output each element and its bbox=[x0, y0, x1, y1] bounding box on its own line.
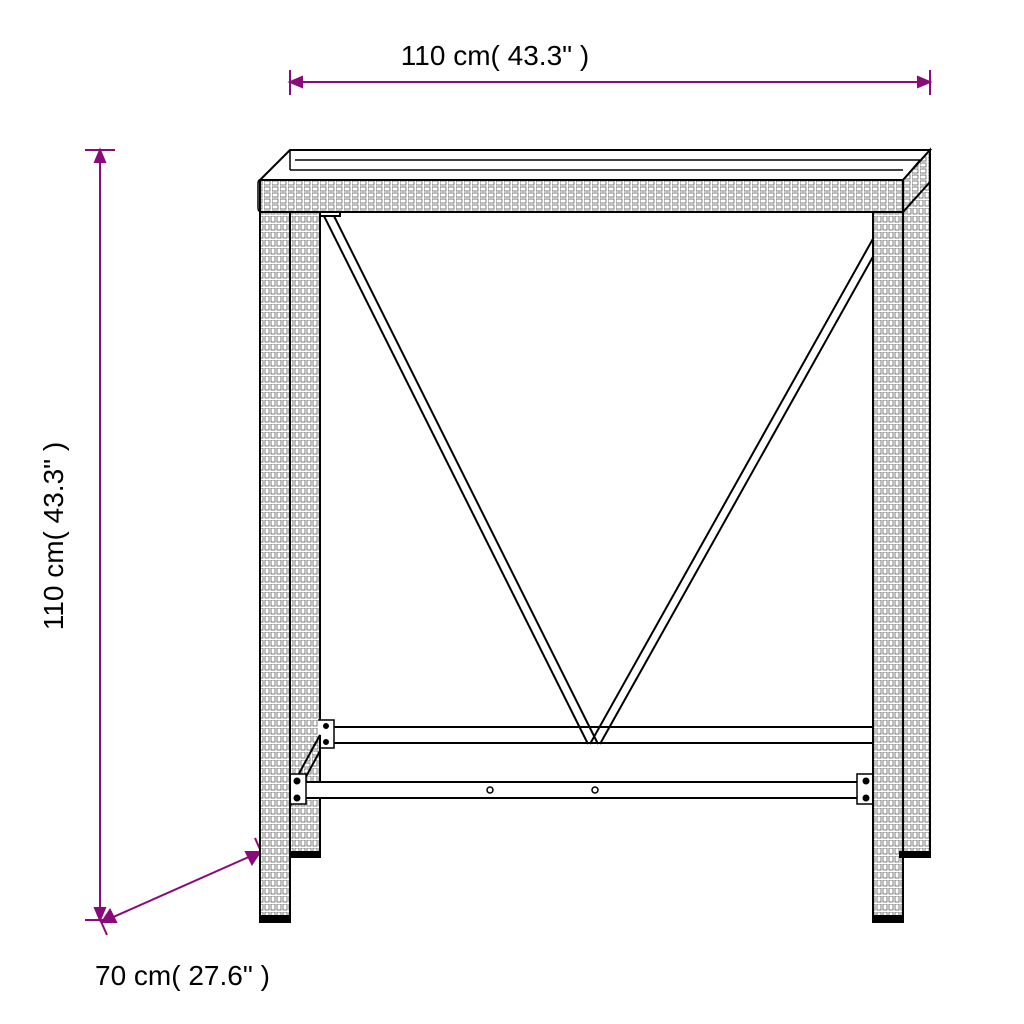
diagonal-braces bbox=[320, 206, 898, 744]
tabletop bbox=[258, 150, 930, 212]
dim-depth bbox=[95, 838, 267, 935]
table-drawing bbox=[258, 150, 930, 922]
dimension-diagram bbox=[0, 0, 1024, 1024]
front-crossbar bbox=[288, 774, 875, 804]
dim-width bbox=[290, 70, 930, 95]
back-right-leg bbox=[900, 182, 930, 855]
depth-label: 70 cm( 27.6" ) bbox=[95, 960, 270, 992]
width-label: 110 cm( 43.3" ) bbox=[401, 40, 589, 72]
height-label: 110 cm( 43.3" ) bbox=[38, 442, 70, 630]
front-right-leg bbox=[873, 212, 903, 920]
front-left-leg bbox=[260, 212, 290, 920]
dim-height bbox=[85, 150, 115, 920]
